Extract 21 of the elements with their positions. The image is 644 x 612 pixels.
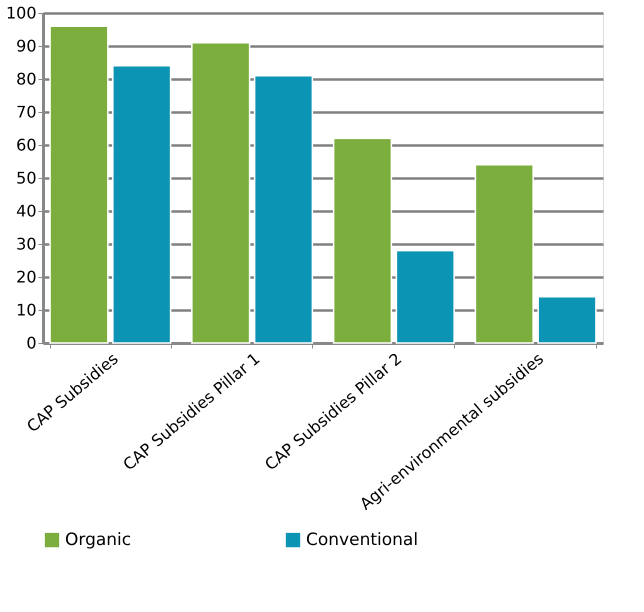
bar	[332, 138, 392, 344]
y-tick-label: 100	[6, 4, 36, 22]
bar	[537, 296, 597, 344]
bar	[112, 65, 172, 344]
y-tick-label: 50	[16, 168, 36, 188]
legend-label: Organic	[65, 530, 132, 550]
y-tick-label: 10	[16, 300, 36, 320]
y-tick-label: 80	[16, 70, 36, 88]
bar	[396, 250, 455, 344]
y-tick-label: 90	[16, 36, 36, 56]
legend-label: Conventional	[306, 530, 418, 550]
bar	[254, 74, 314, 344]
y-tick-label: 0	[26, 334, 36, 352]
y-tick-label: 70	[16, 102, 36, 122]
y-tick-label: 30	[16, 234, 36, 254]
bar	[474, 164, 534, 344]
y-tick-label: 20	[16, 268, 36, 286]
y-tick-label: 60	[16, 136, 36, 154]
y-tick-label: 40	[16, 202, 36, 220]
bar	[191, 42, 250, 344]
bar	[49, 25, 109, 344]
